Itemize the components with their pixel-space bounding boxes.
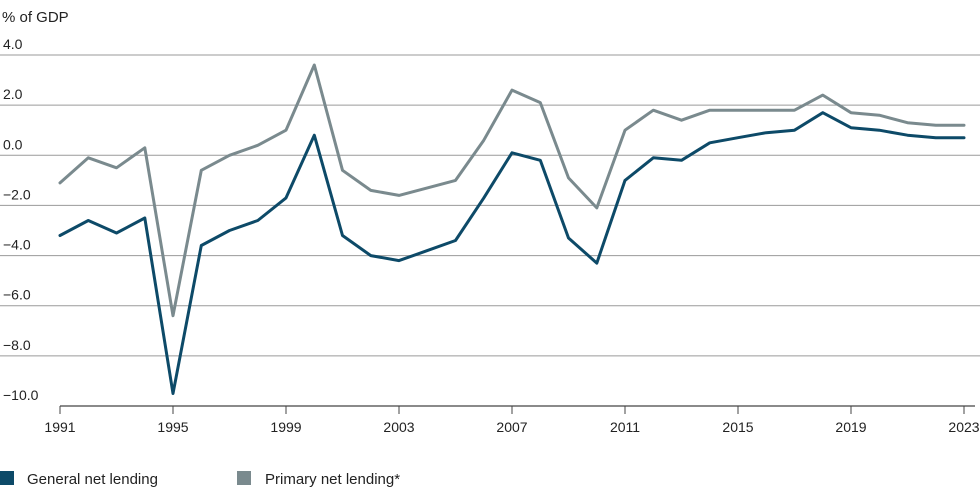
- x-axis: 1991 1995 1999 2003 2007 2011 2015 2019 2023: [44, 405, 980, 435]
- legend: General net lending Primary net lending*: [0, 471, 400, 488]
- legend-label-general-net-lending: General net lending: [27, 471, 158, 488]
- x-tick-label: 2007: [496, 419, 527, 435]
- x-tick-label: 2011: [610, 419, 640, 435]
- x-tick-label: 1999: [270, 419, 301, 435]
- y-tick-label: 2.0: [3, 86, 23, 102]
- series-lines: [58, 63, 966, 395]
- y-tick-label: −6.0: [3, 287, 31, 303]
- x-tick-label: 1991: [44, 419, 75, 435]
- y-tick-label: 4.0: [3, 36, 23, 52]
- y-tick-label: −10.0: [3, 387, 39, 403]
- y-tick-label: 0.0: [3, 136, 23, 152]
- series-line-primary-net-lending: [58, 63, 966, 318]
- y-tick-label: −2.0: [3, 186, 31, 202]
- x-tick-label: 1995: [157, 419, 188, 435]
- x-tick-label: 2019: [835, 419, 866, 435]
- x-tick-label: 2023: [948, 419, 979, 435]
- x-tick-label: 2015: [722, 419, 753, 435]
- y-tick-label: −8.0: [3, 337, 31, 353]
- y-axis-ticks: 4.0 2.0 0.0 −2.0 −4.0 −6.0 −8.0 −10.0: [3, 36, 39, 403]
- y-axis-unit-label: % of GDP: [2, 9, 69, 26]
- series-line-general-net-lending: [58, 111, 966, 395]
- legend-swatch-general-net-lending: [0, 471, 14, 485]
- legend-label-primary-net-lending: Primary net lending*: [265, 471, 400, 488]
- y-tick-label: −4.0: [3, 237, 31, 253]
- legend-swatch-primary-net-lending: [237, 471, 251, 485]
- x-tick-label: 2003: [383, 419, 414, 435]
